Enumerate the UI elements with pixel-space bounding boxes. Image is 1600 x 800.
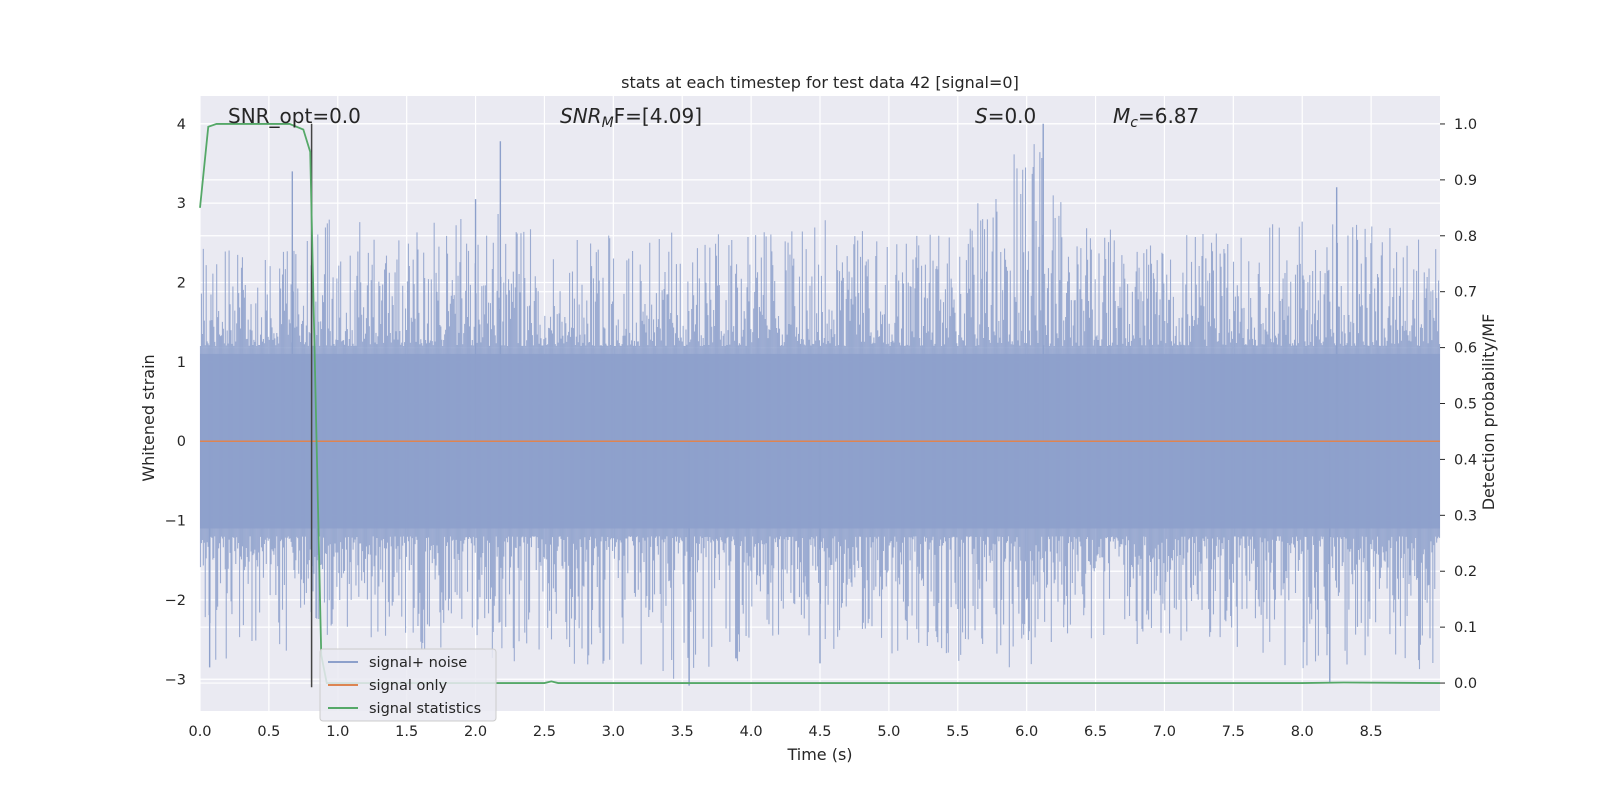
y-right-tick-label: 0.9 (1454, 173, 1477, 189)
x-tick-label: 5.5 (946, 724, 969, 740)
y-right-tick-label: 0.5 (1454, 397, 1477, 413)
s-main: S (975, 104, 988, 128)
y-right-tick-label: 0.1 (1454, 620, 1477, 636)
x-tick-label: 7.0 (1153, 724, 1176, 740)
chart-title: stats at each timestep for test data 42 … (621, 73, 1019, 92)
snr-opt-annotation: SNR_opt=0.0 (228, 104, 361, 128)
mc-main: M (1113, 104, 1130, 128)
legend-label-signal-only: signal only (369, 678, 448, 694)
mc-rest: =6.87 (1138, 104, 1199, 128)
x-tick-label: 4.0 (740, 724, 763, 740)
y-right-tick-label: 1.0 (1454, 117, 1477, 133)
x-tick-label: 5.0 (877, 724, 900, 740)
y-tick-label: −2 (165, 593, 186, 609)
snr-mf-sub: M (602, 115, 614, 131)
x-tick-label: 8.0 (1291, 724, 1314, 740)
snr-mf-main: SNR (560, 104, 602, 128)
y-right-tick-label: 0.0 (1454, 676, 1477, 692)
legend: signal+ noise signal only signal statist… (319, 648, 497, 722)
y-right-tick-label: 0.2 (1454, 564, 1477, 580)
x-tick-label: 1.0 (326, 724, 349, 740)
y-tick-label: 2 (177, 275, 186, 291)
y-right-tick-label: 0.6 (1454, 341, 1477, 357)
x-tick-label: 0.5 (257, 724, 280, 740)
y-tick-label: 0 (177, 434, 186, 450)
y-axis-label: Whitened strain (139, 354, 158, 481)
legend-label-signal-statistics: signal statistics (369, 701, 481, 717)
y-tick-label: −1 (165, 514, 186, 530)
y-right-tick-label: 0.7 (1454, 285, 1477, 301)
s-annotation: S=0.0 (975, 104, 1036, 128)
mc-sub: c (1130, 115, 1138, 131)
x-tick-label: 6.0 (1015, 724, 1038, 740)
y-tick-label: 4 (177, 117, 186, 133)
snr-mf-rest: F=[4.09] (614, 104, 702, 128)
y-right-tick-label: 0.8 (1454, 229, 1477, 245)
x-tick-label: 3.0 (602, 724, 625, 740)
x-tick-label: 1.5 (395, 724, 418, 740)
y-tick-label: 1 (177, 355, 186, 371)
snr-mf-annotation: SNRMF=[4.09] (560, 104, 702, 131)
x-tick-label: 4.5 (808, 724, 831, 740)
x-axis-label: Time (s) (786, 745, 852, 764)
y-tick-label: 3 (177, 196, 186, 212)
y-right-axis-label: Detection probability/MF (1479, 314, 1498, 511)
x-tick-label: 2.0 (464, 724, 487, 740)
x-tick-label: 8.5 (1360, 724, 1383, 740)
legend-box (319, 648, 497, 722)
x-tick-label: 7.5 (1222, 724, 1245, 740)
y-right-tick-label: 0.3 (1454, 508, 1477, 524)
s-rest: =0.0 (988, 104, 1037, 128)
x-tick-label: 3.5 (671, 724, 694, 740)
x-tick-label: 6.5 (1084, 724, 1107, 740)
x-tick-label: 2.5 (533, 724, 556, 740)
x-tick-label: 0.0 (188, 724, 211, 740)
y-right-tick-label: 0.4 (1454, 452, 1477, 468)
y-tick-label: −3 (165, 672, 186, 688)
tick-marks: 0.0 0.5 1.0 1.5 2.0 2.5 3.0 3.5 4.0 4.5 5.0 5.5 6.0 6… (165, 117, 1477, 740)
mc-annotation: Mc=6.87 (1113, 104, 1199, 131)
legend-label-signal-noise: signal+ noise (369, 655, 467, 671)
